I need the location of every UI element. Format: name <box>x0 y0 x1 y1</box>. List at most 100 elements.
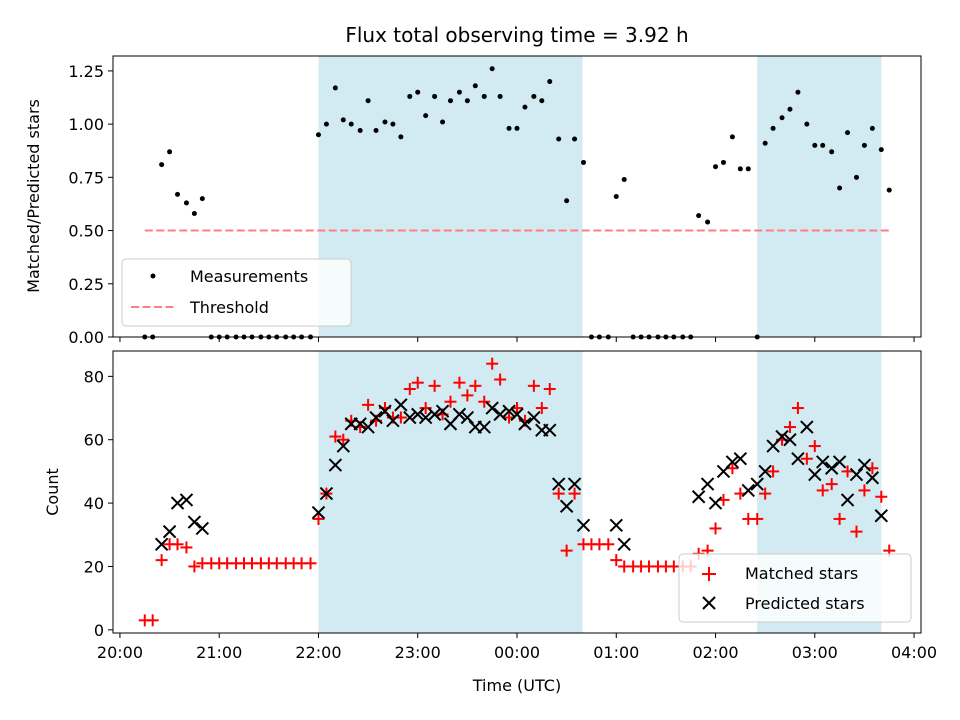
measurements-point <box>341 117 346 122</box>
count-y-axis-label: Count <box>43 468 62 516</box>
measurements-point <box>507 126 512 131</box>
measurements-point <box>812 143 817 148</box>
measurements-point <box>547 79 552 84</box>
measurements-point <box>390 122 395 127</box>
predicted-stars-point <box>702 478 714 490</box>
measurements-point <box>622 177 627 182</box>
x-axis-label: Time (UTC) <box>472 676 561 695</box>
matched-stars-point <box>726 462 738 474</box>
shaded-window-0 <box>318 351 582 633</box>
measurements-point <box>382 119 387 124</box>
measurements-point <box>804 122 809 127</box>
measurements-point <box>448 98 453 103</box>
measurements-point <box>531 94 536 99</box>
ratio-axes: 0.00 0.25 0.50 0.75 1.00 1.25 Flux total obse… <box>24 23 921 347</box>
measurements-point <box>887 188 892 193</box>
measurements-point <box>415 90 420 95</box>
matched-stars-point <box>305 557 317 569</box>
ratio-y-ticks: 0.00 0.25 0.50 0.75 1.00 1.25 <box>68 62 113 347</box>
measurements-point <box>837 185 842 190</box>
matched-stars-point <box>172 538 184 550</box>
measurements-point <box>780 115 785 120</box>
measurements-point <box>870 126 875 131</box>
chart-title: Flux total observing time = 3.92 h <box>345 23 688 47</box>
measurements-point <box>581 160 586 165</box>
predicted-stars-point <box>196 522 208 534</box>
matched-stars-point <box>188 560 200 572</box>
measurements-point <box>820 143 825 148</box>
measurements-point <box>879 147 884 152</box>
measurements-point <box>845 130 850 135</box>
matched-stars-point <box>180 541 192 553</box>
matched-stars-point <box>610 554 622 566</box>
measurements-point <box>721 160 726 165</box>
predicted-stars-point <box>164 526 176 538</box>
y-tick-label: 0.00 <box>68 328 104 347</box>
predicted-stars-point <box>710 497 722 509</box>
measurements-point <box>730 134 735 139</box>
count-y-ticks: 0 20 40 60 80 <box>84 367 113 639</box>
legend-label-threshold: Threshold <box>189 298 269 317</box>
measurements-point <box>614 194 619 199</box>
x-tick-label: 23:00 <box>395 643 441 662</box>
measurements-point <box>167 149 172 154</box>
measurements-point <box>522 105 527 110</box>
measurements-point <box>407 94 412 99</box>
measurements-point <box>787 107 792 112</box>
measurements-point <box>316 132 321 137</box>
measurements-point <box>457 90 462 95</box>
measurements-point <box>482 94 487 99</box>
y-tick-label: 0.50 <box>68 222 104 241</box>
measurements-point <box>746 166 751 171</box>
predicted-stars-point <box>188 516 200 528</box>
y-tick-label: 0.75 <box>68 168 104 187</box>
measurements-point <box>192 211 197 216</box>
measurements-point <box>200 196 205 201</box>
shaded-window-0 <box>318 56 582 337</box>
measurements-point <box>515 126 520 131</box>
measurements-point <box>349 122 354 127</box>
y-tick-label: 60 <box>84 431 104 450</box>
count-legend: Matched stars Predicted stars <box>679 554 911 622</box>
legend-label-measurements: Measurements <box>190 267 308 286</box>
predicted-stars-point <box>693 491 705 503</box>
y-tick-label: 1.25 <box>68 62 104 81</box>
count-x-ticks: 20:00 21:00 22:00 23:00 00:00 01:00 02:00 03:00… <box>97 633 937 662</box>
matched-stars-point <box>147 614 159 626</box>
chart-figure: 0.000.250.500.751.001.25 Flux total obse… <box>0 0 960 720</box>
predicted-stars-point <box>742 484 754 496</box>
y-tick-label: 20 <box>84 557 104 576</box>
legend-marker-measurements <box>151 274 156 279</box>
measurements-point <box>556 137 561 142</box>
shaded-window-1 <box>757 56 881 337</box>
measurements-point <box>398 134 403 139</box>
measurements-point <box>333 85 338 90</box>
measurements-point <box>432 94 437 99</box>
measurements-point <box>795 90 800 95</box>
x-tick-label: 01:00 <box>593 643 639 662</box>
y-tick-label: 1.00 <box>68 115 104 134</box>
measurements-point <box>465 98 470 103</box>
measurements-point <box>473 83 478 88</box>
measurements-point <box>705 220 710 225</box>
measurements-point <box>738 166 743 171</box>
y-tick-label: 40 <box>84 494 104 513</box>
predicted-stars-point <box>180 494 192 506</box>
matched-stars-point <box>710 522 722 534</box>
observing-windows <box>318 56 881 337</box>
measurements-point <box>564 198 569 203</box>
measurements-point <box>539 98 544 103</box>
measurements-point <box>854 175 859 180</box>
predicted-stars-point <box>172 497 184 509</box>
measurements-point <box>159 162 164 167</box>
measurements-point <box>498 94 503 99</box>
measurements-point <box>366 98 371 103</box>
measurements-point <box>763 141 768 146</box>
x-tick-label: 00:00 <box>494 643 540 662</box>
measurements-point <box>713 164 718 169</box>
x-tick-label: 03:00 <box>792 643 838 662</box>
measurements-point <box>184 200 189 205</box>
measurements-point <box>829 149 834 154</box>
measurements-point <box>490 66 495 71</box>
x-tick-label: 02:00 <box>692 643 738 662</box>
